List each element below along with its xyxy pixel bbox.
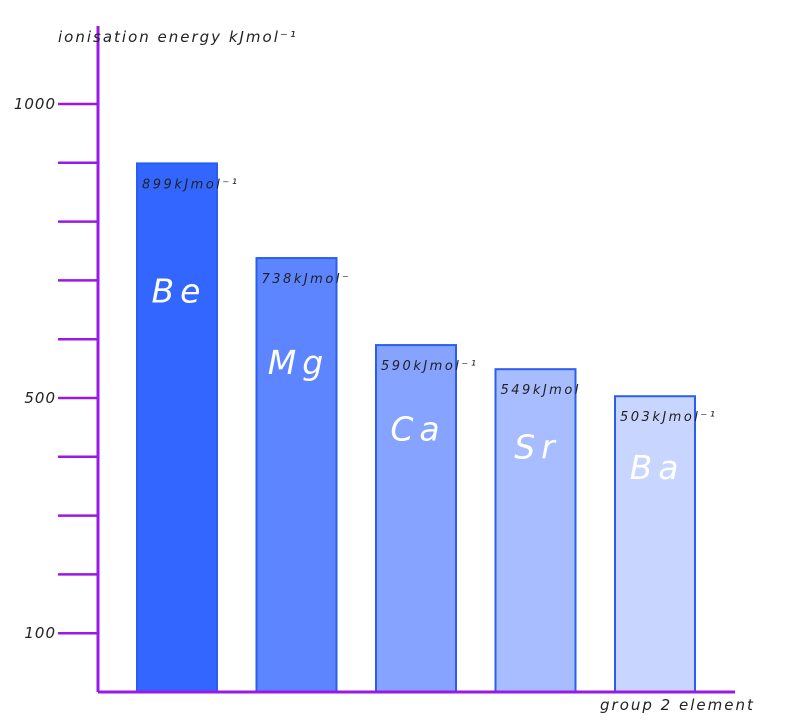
x-axis-title: group 2 element <box>600 696 755 714</box>
y-axis-title: ionisation energy kJmol⁻¹ <box>58 28 298 46</box>
y-tick-label-100: 100 <box>24 624 56 642</box>
bar-mg <box>255 257 338 693</box>
data-label-sr: 549kJmol <box>501 383 581 398</box>
bar-name-ca: Ca <box>390 409 445 448</box>
bar-sr <box>494 368 577 693</box>
bar-name-ba: Ba <box>630 448 685 487</box>
bar-name-mg: Mg <box>268 343 329 382</box>
bar-ca <box>375 344 457 693</box>
labels-layer: 1000 500 100 Be 899kJmol⁻¹ Mg 738kJmol⁻ Ca 590kJ… <box>14 95 717 642</box>
bars-layer <box>136 162 696 693</box>
axes-layer <box>96 26 735 694</box>
data-label-be: 899kJmol⁻¹ <box>142 177 239 192</box>
bar-name-be: Be <box>152 271 207 310</box>
bar-ba <box>614 395 696 693</box>
data-label-ca: 590kJmol⁻¹ <box>381 359 478 374</box>
data-label-mg: 738kJmol⁻ <box>262 272 352 287</box>
y-tick-label-1000: 1000 <box>14 95 56 113</box>
data-label-ba: 503kJmol⁻¹ <box>620 410 717 425</box>
ticks-layer <box>58 102 98 635</box>
bar-be <box>136 162 218 693</box>
y-tick-label-500: 500 <box>24 389 56 407</box>
bar-name-sr: Sr <box>514 428 561 467</box>
